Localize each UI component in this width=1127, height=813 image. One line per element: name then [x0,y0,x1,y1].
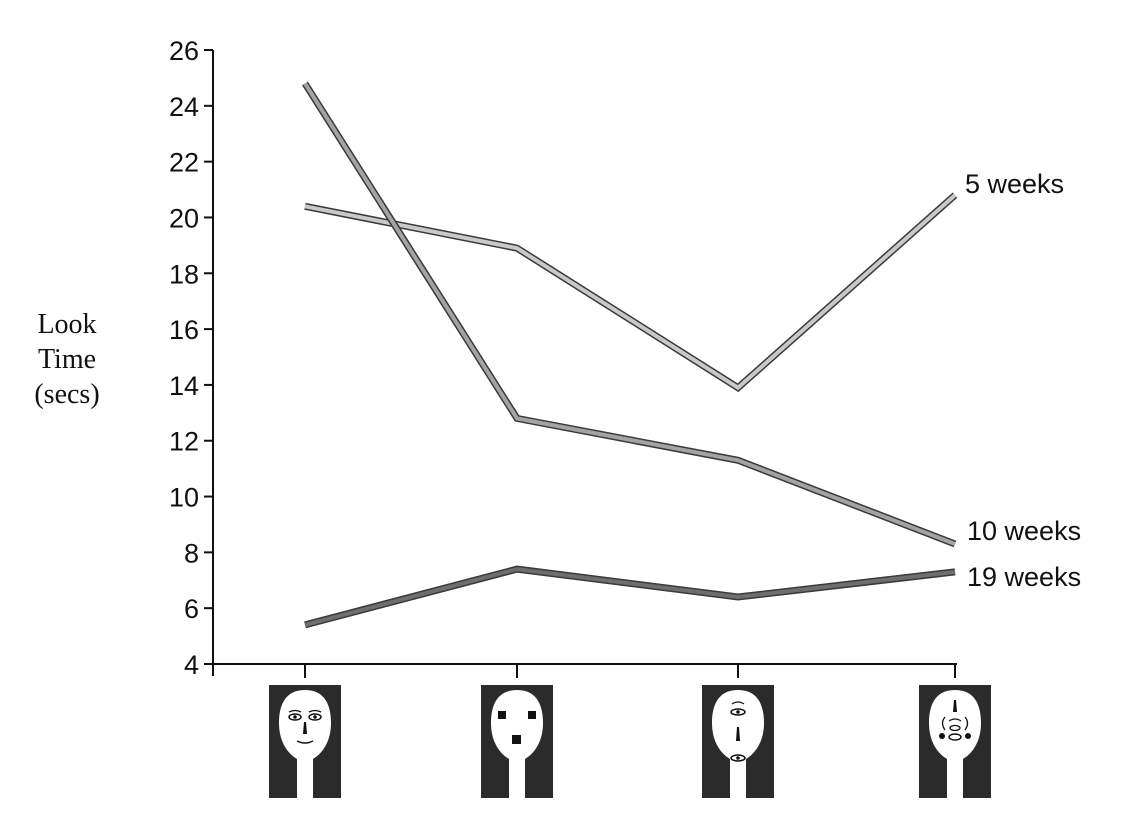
series-line-outline [302,81,957,548]
series-line-outline [304,565,956,629]
face-icons [269,685,991,798]
y-tick-label: 12 [169,427,199,457]
series-label: 10 weeks [967,516,1081,546]
y-tick-label: 24 [169,92,199,122]
face-scrambled-features-icon [919,685,991,798]
series-label: 19 weeks [967,562,1081,592]
y-tick-label: 10 [169,483,199,513]
series-line [304,193,957,391]
series-label: 5 weeks [965,169,1064,199]
series-line [303,82,956,546]
y-tick-label: 14 [169,371,199,401]
series-line [304,567,956,627]
y-tick-label: 18 [169,259,199,289]
y-tick-label: 8 [184,538,199,568]
y-tick-label: 16 [169,315,199,345]
y-tick-label: 20 [169,203,199,233]
face-three-squares-icon [481,685,553,798]
y-axis-label: Look Time (secs) [34,309,99,410]
y-axis-label-line: Look [37,309,96,340]
face-vertical-features-icon [702,685,774,798]
y-tick-label: 4 [184,650,199,680]
y-tick-label: 22 [169,148,199,178]
series-labels: 5 weeks 10 weeks 19 weeks [965,169,1081,592]
x-axis [212,663,957,678]
y-axis-label-line: (secs) [34,379,99,410]
series-lines [302,81,958,629]
y-tick-label: 6 [184,594,199,624]
y-axis-label-line: Time [38,344,96,375]
y-axis: 4 6 8 10 12 14 16 18 20 22 24 26 [169,36,214,680]
face-natural-features-icon [269,685,341,798]
y-tick-label: 26 [169,36,199,66]
